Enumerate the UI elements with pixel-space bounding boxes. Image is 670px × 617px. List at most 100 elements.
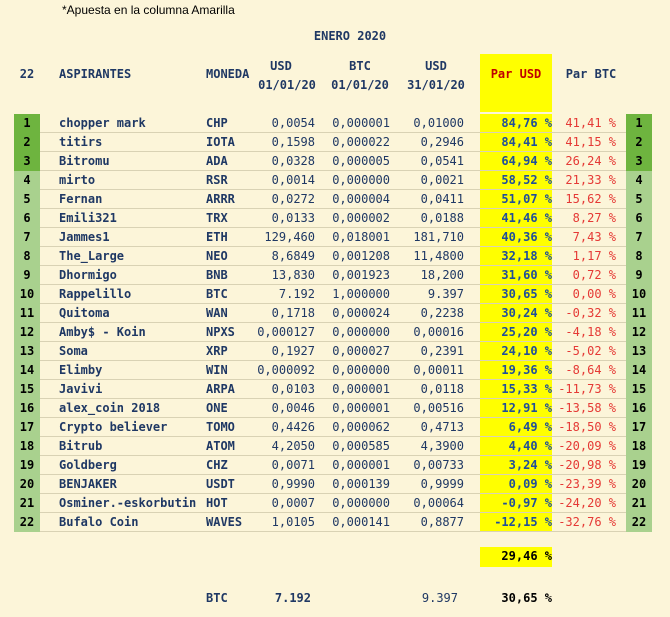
aspirant-name: Bitromu <box>59 154 110 168</box>
par-btc-value: 26,24 % <box>565 154 616 168</box>
row-separator <box>40 341 626 342</box>
usd-start-value: 1,0105 <box>271 515 315 529</box>
row-separator <box>40 151 626 152</box>
aspirant-name: Elimby <box>59 363 103 377</box>
table-row: 13 Soma XRP 0,1927 0,000027 0,2391 24,10 % -5,0… <box>0 342 670 361</box>
row-separator <box>40 417 626 418</box>
rank-cell: 1 <box>23 116 31 130</box>
rank-cell: 13 <box>19 344 35 358</box>
btc-start-value: 0,000139 <box>332 477 390 491</box>
row-separator <box>40 474 626 475</box>
aspirant-name: Amby$ - Koin <box>59 325 146 339</box>
par-usd-value: 3,24 % <box>508 458 552 472</box>
rank-cell-right: 15 <box>631 382 647 396</box>
coin-symbol: USDT <box>206 477 235 491</box>
aspirant-name: Rappelillo <box>59 287 132 301</box>
coin-symbol: XRP <box>206 344 228 358</box>
usd-end-value: 0,00733 <box>413 458 464 472</box>
btc-summary-usd-end: 9.397 <box>421 591 458 605</box>
usd-start-value: 0,4426 <box>271 420 315 434</box>
par-usd-value: 12,91 % <box>501 401 552 415</box>
header-btc-start: BTC <box>349 59 371 73</box>
btc-start-value: 0,000001 <box>332 382 390 396</box>
usd-start-value: 0,0133 <box>271 211 315 225</box>
row-separator <box>40 284 626 285</box>
table-row: 12 Amby$ - Koin NPXS 0,000127 0,000000 0,0001… <box>0 323 670 342</box>
coin-symbol: HOT <box>206 496 228 510</box>
rank-cell-right: 3 <box>635 154 643 168</box>
header-par-btc: Par BTC <box>565 67 617 81</box>
rank-cell-right: 8 <box>635 249 643 263</box>
usd-end-value: 0,00016 <box>413 325 464 339</box>
rank-cell: 9 <box>23 268 31 282</box>
usd-start-value: 0,1927 <box>271 344 315 358</box>
usd-start-value: 0,0071 <box>271 458 315 472</box>
rank-cell-right: 5 <box>635 192 643 206</box>
btc-start-value: 0,000000 <box>332 363 390 377</box>
usd-start-value: 0,000092 <box>257 363 315 377</box>
table-row: 14 Elimby WIN 0,000092 0,000000 0,00011 19,36 … <box>0 361 670 380</box>
row-separator <box>40 303 626 304</box>
aspirant-name: Emili321 <box>59 211 117 225</box>
coin-symbol: WAN <box>206 306 228 320</box>
usd-end-value: 0,01000 <box>413 116 464 130</box>
usd-start-value: 13,830 <box>271 268 315 282</box>
rank-cell-right: 12 <box>631 325 647 339</box>
par-usd-value: 84,41 % <box>501 135 552 149</box>
row-separator <box>40 398 626 399</box>
row-separator <box>40 189 626 190</box>
rank-cell-right: 19 <box>631 458 647 472</box>
par-btc-value: -23,39 % <box>558 477 616 491</box>
btc-start-value: 0,000062 <box>332 420 390 434</box>
usd-end-value: 0,2391 <box>420 344 464 358</box>
coin-symbol: ATOM <box>206 439 235 453</box>
rank-cell-right: 9 <box>635 268 643 282</box>
table-row: 18 Bitrub ATOM 4,2050 0,000585 4,3900 4,40 % -2… <box>0 437 670 456</box>
usd-end-value: 0,00064 <box>413 496 464 510</box>
coin-symbol: CHZ <box>206 458 228 472</box>
btc-start-value: 0,001923 <box>332 268 390 282</box>
par-btc-value: 0,00 % <box>572 287 616 301</box>
par-btc-value: 41,15 % <box>565 135 616 149</box>
rank-cell-right: 4 <box>635 173 643 187</box>
par-usd-value: 4,40 % <box>508 439 552 453</box>
rank-cell: 15 <box>19 382 35 396</box>
par-usd-value: 31,60 % <box>501 268 552 282</box>
row-separator <box>40 455 626 456</box>
header-btc-start-date: 01/01/20 <box>331 78 389 92</box>
usd-start-value: 0,0054 <box>271 116 315 130</box>
rank-cell-right: 18 <box>631 439 647 453</box>
usd-end-value: 0,2946 <box>420 135 464 149</box>
par-usd-value: 84,76 % <box>501 116 552 130</box>
usd-start-value: 0,9990 <box>271 477 315 491</box>
table-row: 15 Javivi ARPA 0,0103 0,000001 0,0118 15,33 % -… <box>0 380 670 399</box>
btc-start-value: 0,001208 <box>332 249 390 263</box>
aspirant-name: Soma <box>59 344 88 358</box>
average-par-usd: 29,46 % <box>501 549 552 563</box>
coin-symbol: WAVES <box>206 515 243 529</box>
coin-symbol: BNB <box>206 268 228 282</box>
table-row: 16 alex_coin 2018 ONE 0,0046 0,000001 0,00516… <box>0 399 670 418</box>
par-btc-value: -20,98 % <box>558 458 616 472</box>
rank-cell: 5 <box>23 192 31 206</box>
par-btc-value: -24,20 % <box>558 496 616 510</box>
table-row: 5 Fernan ARRR 0,0272 0,000004 0,0411 51,07 % 15… <box>0 190 670 209</box>
row-separator <box>40 265 626 266</box>
table-row: 11 Quitoma WAN 0,1718 0,000024 0,2238 30,24 % -… <box>0 304 670 323</box>
rank-cell: 22 <box>19 515 35 529</box>
par-usd-value: 30,24 % <box>501 306 552 320</box>
coin-symbol: NEO <box>206 249 228 263</box>
usd-end-value: 18,200 <box>420 268 464 282</box>
rank-cell: 2 <box>23 135 31 149</box>
row-separator <box>40 227 626 228</box>
usd-end-value: 0,0541 <box>420 154 464 168</box>
note-text: *Apuesta en la columna Amarilla <box>62 3 235 17</box>
usd-start-value: 0,0103 <box>271 382 315 396</box>
usd-end-value: 4,3900 <box>420 439 464 453</box>
rank-cell-right: 14 <box>631 363 647 377</box>
par-usd-value: 15,33 % <box>501 382 552 396</box>
par-btc-value: -11,73 % <box>558 382 616 396</box>
rank-cell-right: 2 <box>635 135 643 149</box>
row-separator <box>40 132 626 133</box>
aspirant-name: Dhormigo <box>59 268 117 282</box>
